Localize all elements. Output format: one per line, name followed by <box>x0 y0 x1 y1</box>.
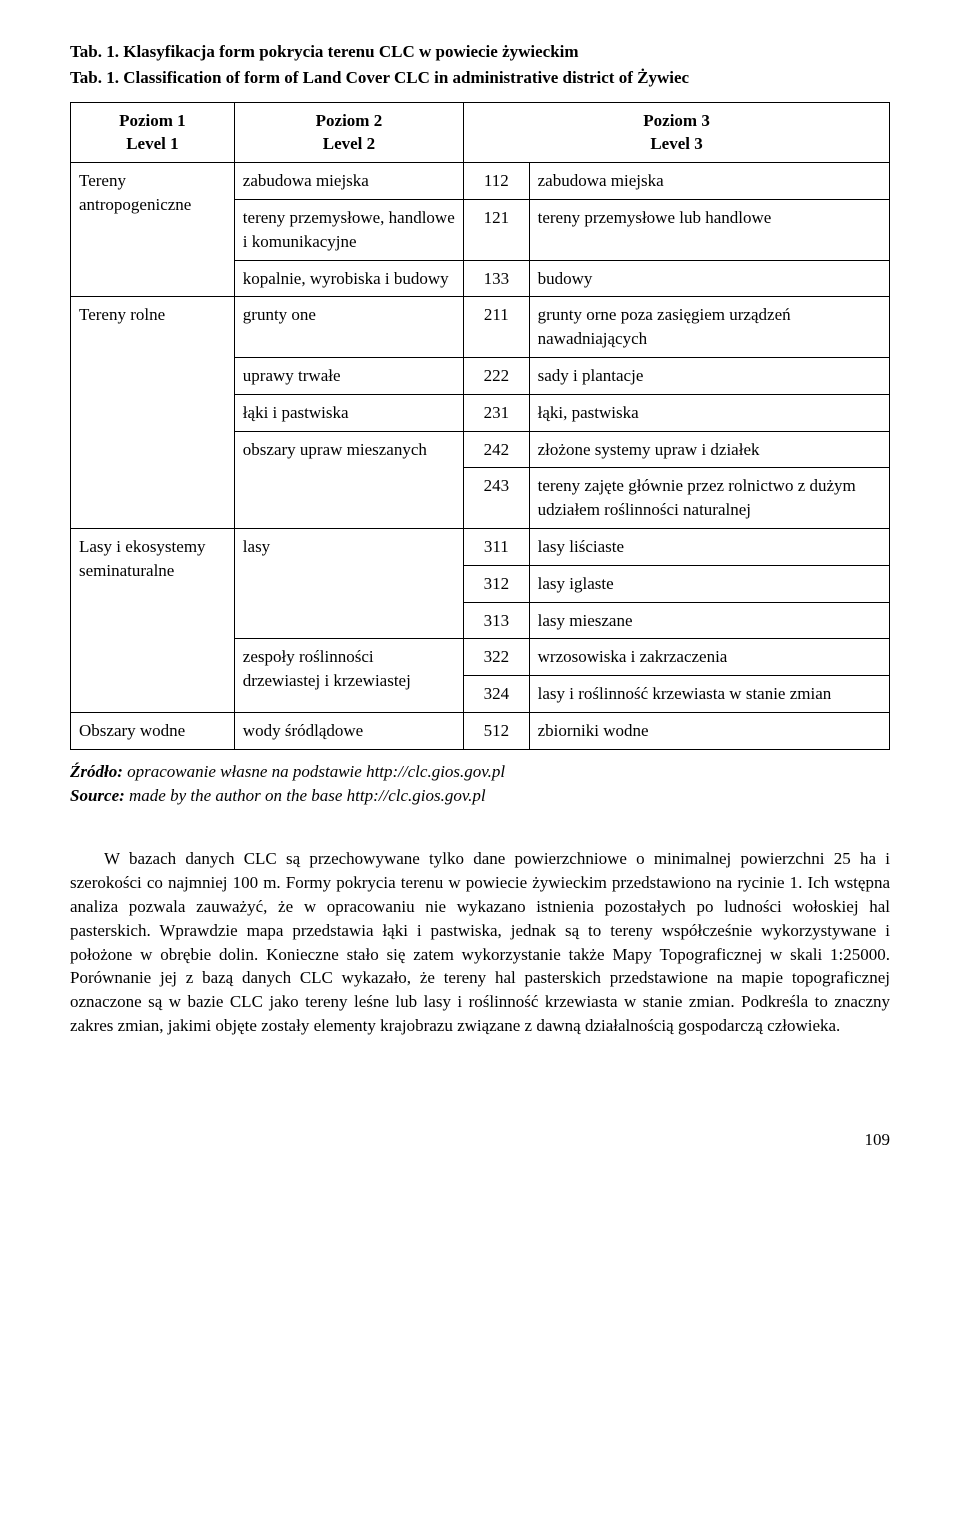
cell-level3: łąki, pastwiska <box>529 394 889 431</box>
cell-level2: łąki i pastwiska <box>234 394 463 431</box>
cell-code: 512 <box>464 712 530 749</box>
table-row: Lasy i ekosystemy seminaturalnelasy311la… <box>71 528 890 565</box>
cell-code: 133 <box>464 260 530 297</box>
cell-level3: lasy i roślinność krzewiasta w stanie zm… <box>529 676 889 713</box>
body-paragraph: W bazach danych CLC są przechowywane tyl… <box>70 847 890 1037</box>
source-label-pl: Źródło: <box>70 762 123 781</box>
header-level1-top: Poziom 1 <box>79 109 226 133</box>
cell-code: 324 <box>464 676 530 713</box>
cell-level3: zbiorniki wodne <box>529 712 889 749</box>
header-level2-bot: Level 2 <box>243 132 455 156</box>
source-line-en: Source: made by the author on the base h… <box>70 784 890 808</box>
cell-level3: złożone systemy upraw i działek <box>529 431 889 468</box>
cell-code: 322 <box>464 639 530 676</box>
cell-level3: lasy mieszane <box>529 602 889 639</box>
clc-table: Poziom 1 Level 1 Poziom 2 Level 2 Poziom… <box>70 102 890 750</box>
cell-code: 231 <box>464 394 530 431</box>
cell-level2: wody śródlądowe <box>234 712 463 749</box>
cell-level3: sady i plantacje <box>529 357 889 394</box>
cell-code: 312 <box>464 565 530 602</box>
cell-level2: tereny przemysłowe, handlowe i komunikac… <box>234 199 463 260</box>
source-text-pl: opracowanie własne na podstawie http://c… <box>123 762 505 781</box>
header-level1-bot: Level 1 <box>79 132 226 156</box>
cell-level3: grunty orne poza zasięgiem urządzeń nawa… <box>529 297 889 358</box>
table-caption-en: Tab. 1. Classification of form of Land C… <box>70 66 890 90</box>
header-level3-top: Poziom 3 <box>472 109 881 133</box>
table-row: Tereny rolnegrunty one211grunty orne poz… <box>71 297 890 358</box>
cell-level3: lasy liściaste <box>529 528 889 565</box>
header-level3: Poziom 3 Level 3 <box>464 102 890 163</box>
header-level2-top: Poziom 2 <box>243 109 455 133</box>
header-level1: Poziom 1 Level 1 <box>71 102 235 163</box>
cell-level3: wrzosowiska i zakrzaczenia <box>529 639 889 676</box>
cell-level1: Tereny rolne <box>71 297 235 529</box>
cell-level3: lasy iglaste <box>529 565 889 602</box>
source-line-pl: Źródło: opracowanie własne na podstawie … <box>70 760 890 784</box>
cell-code: 112 <box>464 163 530 200</box>
header-level2: Poziom 2 Level 2 <box>234 102 463 163</box>
cell-code: 243 <box>464 468 530 529</box>
cell-level1: Lasy i ekosystemy seminaturalne <box>71 528 235 712</box>
cell-code: 311 <box>464 528 530 565</box>
header-level3-bot: Level 3 <box>472 132 881 156</box>
cell-code: 313 <box>464 602 530 639</box>
cell-code: 121 <box>464 199 530 260</box>
source-text-en: made by the author on the base http://cl… <box>125 786 486 805</box>
cell-level3: tereny zajęte głównie przez rolnictwo z … <box>529 468 889 529</box>
cell-level3: zabudowa miejska <box>529 163 889 200</box>
cell-level1: Tereny antropogeniczne <box>71 163 235 297</box>
cell-level1: Obszary wodne <box>71 712 235 749</box>
cell-level2: kopalnie, wyrobiska i budowy <box>234 260 463 297</box>
table-header-row: Poziom 1 Level 1 Poziom 2 Level 2 Poziom… <box>71 102 890 163</box>
cell-level2: uprawy trwałe <box>234 357 463 394</box>
cell-level2: lasy <box>234 528 463 638</box>
cell-level2: grunty one <box>234 297 463 358</box>
table-row: Tereny antropogenicznezabudowa miejska11… <box>71 163 890 200</box>
cell-level3: budowy <box>529 260 889 297</box>
cell-code: 242 <box>464 431 530 468</box>
cell-code: 211 <box>464 297 530 358</box>
cell-level3: tereny przemysłowe lub handlowe <box>529 199 889 260</box>
page-number: 109 <box>70 1128 890 1152</box>
table-row: Obszary wodnewody śródlądowe512zbiorniki… <box>71 712 890 749</box>
cell-level2: zabudowa miejska <box>234 163 463 200</box>
cell-level2: zespoły roślinności drzewiastej i krzewi… <box>234 639 463 713</box>
table-caption-pl: Tab. 1. Klasyfikacja form pokrycia teren… <box>70 40 890 64</box>
source-label-en: Source: <box>70 786 125 805</box>
table-body: Tereny antropogenicznezabudowa miejska11… <box>71 163 890 750</box>
cell-level2: obszary upraw mieszanych <box>234 431 463 528</box>
cell-code: 222 <box>464 357 530 394</box>
